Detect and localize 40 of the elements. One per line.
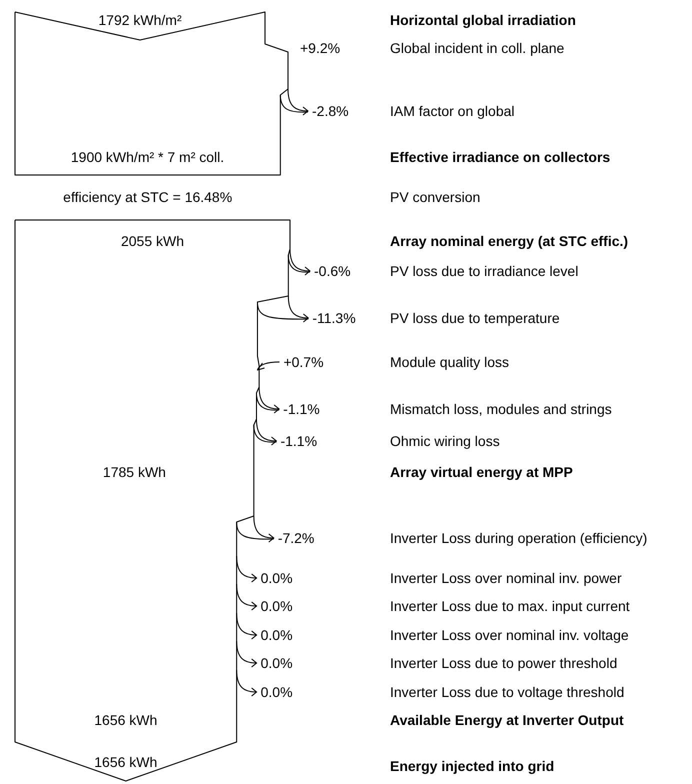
data-label: -11.3% (312, 310, 356, 326)
data-label: 0.0% (260, 655, 293, 671)
data-label: 1792 kWh/m² (98, 12, 182, 28)
category-label: Effective irradiance on collectors (390, 149, 610, 165)
category-label: Inverter Loss due to voltage threshold (390, 684, 624, 700)
category-label: Inverter Loss due to max. input current (390, 598, 630, 614)
data-label: -2.8% (312, 103, 349, 119)
category-label: Inverter Loss due to power threshold (390, 655, 618, 671)
data-label: 0.0% (260, 570, 293, 586)
data-label: 1656 kWh (94, 754, 158, 770)
data-label: -7.2% (278, 530, 314, 546)
data-label: 0.0% (260, 598, 293, 614)
data-label: efficiency at STC = 16.48% (63, 189, 232, 205)
data-label: -0.6% (314, 263, 351, 279)
category-label: Available Energy at Inverter Output (390, 712, 624, 728)
data-label: -1.1% (280, 433, 318, 449)
category-label: Module quality loss (390, 354, 510, 370)
data-label: 0.0% (260, 684, 293, 700)
category-label: Array nominal energy (at STC effic.) (390, 233, 628, 249)
data-label: 1900 kWh/m² * 7 m² coll. (70, 149, 224, 165)
data-label: +9.2% (300, 40, 340, 56)
data-label: +0.7% (283, 354, 324, 370)
data-label: -1.1% (283, 401, 320, 417)
data-label: 1785 kWh (102, 464, 166, 480)
data-label: 1656 kWh (94, 712, 158, 728)
category-label: Mismatch loss, modules and strings (390, 401, 612, 417)
category-label: IAM factor on global (390, 103, 515, 119)
category-label: PV loss due to temperature (390, 310, 560, 326)
category-label: Energy injected into grid (390, 758, 554, 774)
category-label: Array virtual energy at MPP (390, 464, 573, 480)
category-label: Inverter Loss during operation (efficiency) (390, 530, 648, 546)
data-label: 0.0% (260, 627, 293, 643)
category-label: Inverter Loss over nominal inv. voltage (390, 627, 629, 643)
category-label: PV loss due to irradiance level (390, 263, 578, 279)
category-label: Global incident in coll. plane (390, 40, 565, 56)
category-label: Horizontal global irradiation (390, 12, 576, 28)
category-label: Ohmic wiring loss (390, 433, 500, 449)
category-label: PV conversion (390, 189, 480, 205)
category-label: Inverter Loss over nominal inv. power (390, 570, 622, 586)
data-label: 2055 kWh (120, 233, 184, 249)
